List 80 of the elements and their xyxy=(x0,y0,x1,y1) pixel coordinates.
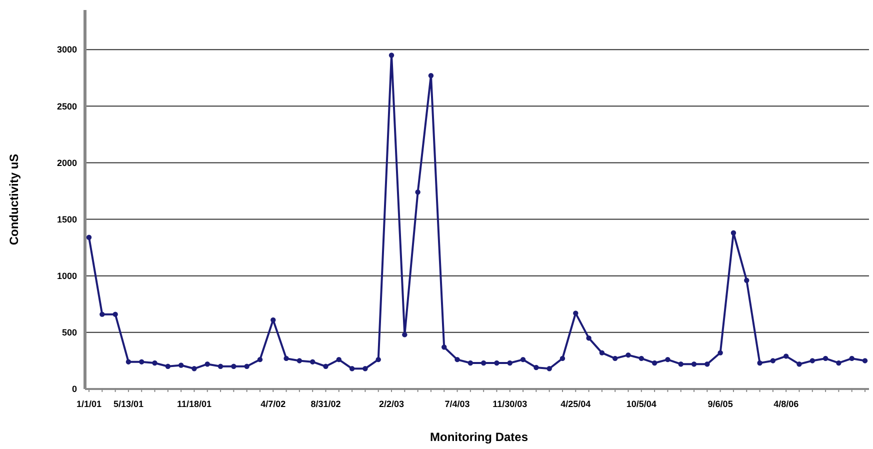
point xyxy=(520,356,526,362)
point xyxy=(822,356,828,362)
point xyxy=(691,362,697,367)
point xyxy=(284,356,289,362)
point xyxy=(744,278,750,283)
point xyxy=(442,344,447,350)
x-tick-label: 4/8/06 xyxy=(774,399,799,409)
point xyxy=(112,312,118,317)
point xyxy=(718,350,723,356)
y-tick-label: 500 xyxy=(62,328,77,338)
point xyxy=(704,362,710,367)
y-tick-label: 1500 xyxy=(56,214,77,224)
point xyxy=(638,356,644,362)
point xyxy=(336,356,342,362)
point xyxy=(100,312,105,317)
point xyxy=(139,359,144,364)
point xyxy=(560,356,566,362)
point xyxy=(192,366,197,372)
point xyxy=(770,358,776,364)
point xyxy=(402,332,408,338)
point xyxy=(415,190,420,195)
y-tick-label: 3000 xyxy=(56,44,77,55)
x-tick-label: 4/25/04 xyxy=(560,399,591,409)
point xyxy=(573,310,578,316)
x-tick-label: 10/5/04 xyxy=(626,399,656,409)
point xyxy=(652,360,658,366)
point xyxy=(836,360,842,366)
x-tick-label: 1/1/01 xyxy=(76,399,102,409)
y-tick-label: 1000 xyxy=(56,271,77,282)
point xyxy=(546,366,552,372)
point xyxy=(810,358,815,364)
point xyxy=(494,360,500,366)
point xyxy=(507,360,512,366)
point xyxy=(678,362,684,367)
point xyxy=(231,364,236,369)
x-tick-label: 5/13/01 xyxy=(113,399,144,409)
point xyxy=(534,364,539,370)
x-tick-label: 4/7/02 xyxy=(260,399,286,409)
point xyxy=(310,359,316,364)
point xyxy=(257,356,263,362)
point xyxy=(323,364,328,369)
point xyxy=(757,360,762,366)
point xyxy=(178,362,184,368)
x-tick-label: 11/18/01 xyxy=(176,399,212,409)
point xyxy=(296,358,302,364)
y-axis-title: Conductivity uS xyxy=(7,154,21,246)
point xyxy=(388,52,394,58)
point xyxy=(152,360,158,366)
point xyxy=(599,350,605,356)
point xyxy=(783,354,789,359)
y-tick-label: 2000 xyxy=(56,158,77,168)
point xyxy=(376,356,381,362)
point xyxy=(480,360,486,366)
x-tick-label: 7/4/03 xyxy=(444,399,470,409)
point xyxy=(730,230,736,236)
point xyxy=(362,366,368,372)
point xyxy=(849,356,854,362)
point xyxy=(165,364,171,369)
point xyxy=(218,364,224,369)
point xyxy=(204,362,210,367)
x-axis-title: Monitoring Dates xyxy=(430,430,528,444)
point xyxy=(468,360,474,366)
x-tick-label: 11/30/03 xyxy=(492,399,528,409)
point xyxy=(86,234,92,240)
point xyxy=(244,364,250,369)
point xyxy=(586,335,592,341)
point xyxy=(428,73,434,78)
point xyxy=(626,352,631,358)
y-tick-label: 2500 xyxy=(56,101,77,112)
y-tick-label: 0 xyxy=(72,384,77,394)
point xyxy=(349,366,355,372)
point xyxy=(862,358,868,364)
x-tick-label: 2/2/03 xyxy=(378,399,404,409)
x-tick-label: 9/6/05 xyxy=(708,399,733,409)
x-tick-label: 8/31/02 xyxy=(310,399,341,409)
point xyxy=(126,359,132,364)
point xyxy=(454,356,460,362)
point xyxy=(665,356,670,362)
point xyxy=(612,356,618,362)
point xyxy=(796,362,802,367)
